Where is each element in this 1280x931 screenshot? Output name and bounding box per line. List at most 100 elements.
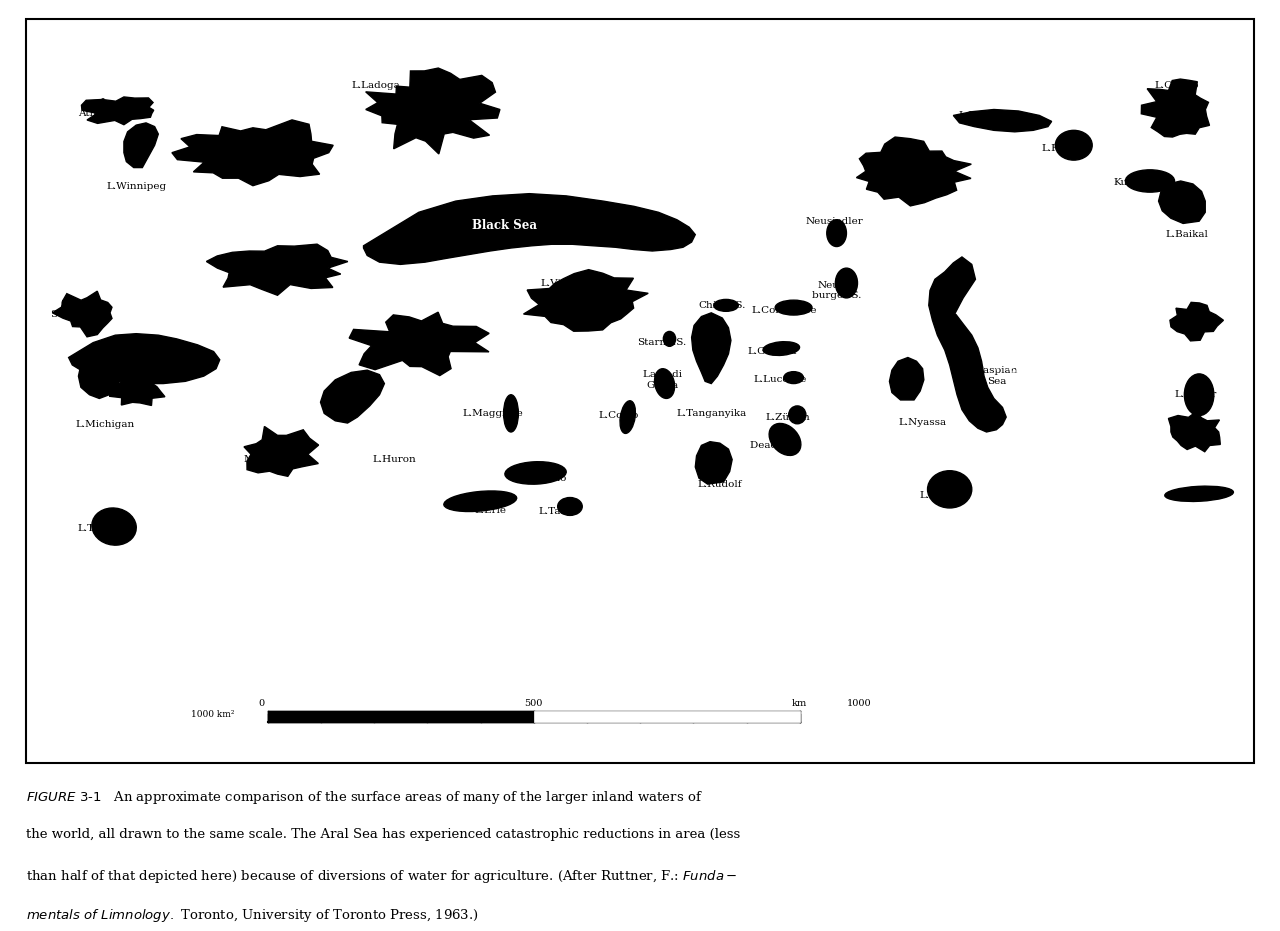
Text: L.
Athabaska: L. Athabaska [78,99,133,117]
Text: Dead Sea: Dead Sea [750,441,800,450]
Text: L.Huron: L.Huron [372,455,416,464]
Text: L.Peipus: L.Peipus [1042,144,1087,154]
Text: $\it{FIGURE\ 3\text{-}1}$   An approximate comparison of the surface areas of ma: $\it{FIGURE\ 3\text{-}1}$ An approximate… [26,789,703,805]
Text: Black Sea: Black Sea [472,215,525,224]
Text: Chiem-S.: Chiem-S. [699,301,746,310]
Text: Kuku-nor: Kuku-nor [1114,178,1162,187]
Bar [268,711,534,722]
Text: Starnb.S.: Starnb.S. [637,338,687,347]
Text: L.Nicaragua: L.Nicaragua [91,385,156,393]
Polygon shape [78,344,133,398]
Text: 1000 km²: 1000 km² [191,710,234,720]
Text: 0: 0 [259,699,265,708]
Bar [534,711,800,722]
Polygon shape [52,291,111,337]
Text: L.Constance: L.Constance [751,306,817,315]
Polygon shape [69,333,220,384]
Polygon shape [124,123,159,168]
Text: L.Superior: L.Superior [108,345,164,355]
Text: L.Maggiore: L.Maggiore [462,409,524,418]
Text: $\it{mentals\ of\ Limnology.}$ Toronto, University of Toronto Press, 1963.): $\it{mentals\ of\ Limnology.}$ Toronto, … [26,907,479,924]
Polygon shape [320,371,384,423]
Ellipse shape [620,400,635,434]
Ellipse shape [763,342,800,356]
Polygon shape [366,68,500,154]
Ellipse shape [663,331,676,346]
Polygon shape [856,137,972,206]
Text: L.Ontario: L.Ontario [517,475,567,483]
Ellipse shape [1165,486,1234,502]
Text: L.Chad: L.Chad [388,334,425,344]
Ellipse shape [503,395,518,432]
Text: L.Ladoga: L.Ladoga [352,81,401,90]
Ellipse shape [504,462,566,484]
Text: L.
Maracaibo: L. Maracaibo [243,445,300,464]
Text: L.Enare: L.Enare [1175,316,1216,325]
Polygon shape [695,441,732,484]
Ellipse shape [788,406,806,424]
Polygon shape [349,312,489,375]
Text: L.Winnipeg: L.Winnipeg [106,182,166,191]
Ellipse shape [783,371,804,384]
Text: Caspian
Sea: Caspian Sea [975,367,1018,385]
Text: L.Baikal: L.Baikal [1165,230,1208,239]
Text: Neuen-
burger S.: Neuen- burger S. [812,281,861,300]
Polygon shape [524,270,648,331]
Polygon shape [890,358,924,400]
Polygon shape [172,120,333,185]
Polygon shape [364,194,695,264]
Text: L.Urmia: L.Urmia [919,491,963,500]
Text: L.Michigan: L.Michigan [76,420,136,429]
Text: L.Victoria: L.Victoria [540,278,591,288]
Text: Aral Sea: Aral Sea [888,163,933,172]
Text: the world, all drawn to the same scale. The Aral Sea has experienced catastrophi: the world, all drawn to the same scale. … [26,829,740,841]
Text: L.Rudolf: L.Rudolf [698,479,742,489]
Text: L.Erie: L.Erie [474,506,506,515]
Text: Gt.Bear L.: Gt.Bear L. [214,144,268,154]
Polygon shape [244,426,319,477]
Polygon shape [82,97,154,125]
Text: Lago di
Garda: Lago di Garda [643,371,682,389]
Ellipse shape [827,220,846,247]
Text: L.Lucerne: L.Lucerne [754,375,806,385]
Text: Neusiedler
↑S.: Neusiedler ↑S. [805,218,863,236]
Text: km: km [792,699,808,708]
Polygon shape [1169,412,1220,452]
Text: L.Zürich: L.Zürich [765,412,810,422]
Text: L.Tanganyika: L.Tanganyika [676,409,746,418]
Text: Gt.
Salt L.: Gt. Salt L. [51,300,86,318]
Ellipse shape [769,424,801,455]
Polygon shape [1170,303,1224,341]
Text: L.Titicaca: L.Titicaca [77,524,129,533]
Ellipse shape [92,508,136,546]
Text: 1000: 1000 [846,699,870,708]
Ellipse shape [1055,130,1092,160]
Polygon shape [691,313,731,384]
Polygon shape [929,257,1006,432]
Ellipse shape [444,491,517,511]
Text: L.Balkash: L.Balkash [959,111,1010,120]
Text: L.Nyassa: L.Nyassa [899,418,947,426]
Ellipse shape [1184,374,1213,415]
Ellipse shape [928,471,972,508]
Polygon shape [1142,79,1210,137]
Ellipse shape [1125,169,1175,192]
Text: L.Como: L.Como [599,412,639,420]
Ellipse shape [776,300,812,315]
Text: L.Vener: L.Vener [1174,431,1215,440]
Ellipse shape [836,268,858,298]
Text: Caspian
Sea: Caspian Sea [982,332,1018,383]
Polygon shape [1158,181,1206,223]
Text: Gt.Slave L.: Gt.Slave L. [237,260,294,269]
Polygon shape [206,244,348,295]
Ellipse shape [558,497,582,516]
Ellipse shape [714,300,739,311]
Text: L.Geneva: L.Geneva [748,347,797,356]
Polygon shape [109,376,165,406]
Polygon shape [954,110,1052,132]
Text: Black Sea: Black Sea [472,219,538,232]
Ellipse shape [654,369,675,398]
Text: than half of that depicted here) because of diversions of water for agriculture.: than half of that depicted here) because… [26,868,737,884]
Text: L.Tana: L.Tana [539,507,575,516]
Text: L.Vetter: L.Vetter [1174,390,1216,399]
